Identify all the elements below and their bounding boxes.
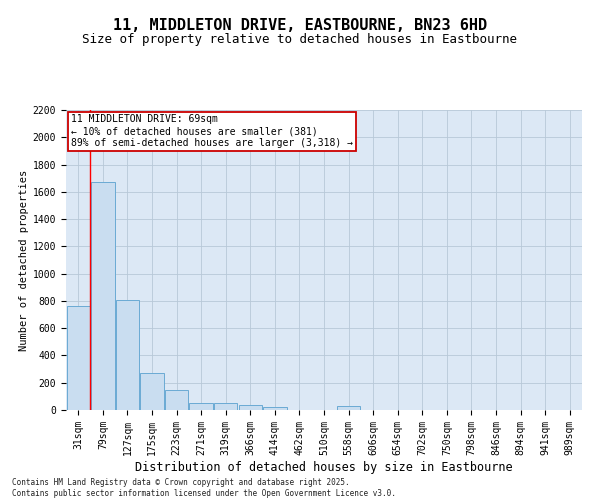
Y-axis label: Number of detached properties: Number of detached properties [19, 170, 29, 350]
Text: 11 MIDDLETON DRIVE: 69sqm
← 10% of detached houses are smaller (381)
89% of semi: 11 MIDDLETON DRIVE: 69sqm ← 10% of detac… [71, 114, 353, 148]
X-axis label: Distribution of detached houses by size in Eastbourne: Distribution of detached houses by size … [135, 460, 513, 473]
Bar [337, 406, 360, 410]
Text: Contains HM Land Registry data © Crown copyright and database right 2025.
Contai: Contains HM Land Registry data © Crown c… [12, 478, 396, 498]
Bar [165, 390, 188, 410]
Bar [140, 372, 164, 410]
Bar [91, 182, 115, 410]
Bar [263, 406, 287, 410]
Bar [214, 403, 238, 410]
Bar [190, 402, 213, 410]
Text: 11, MIDDLETON DRIVE, EASTBOURNE, BN23 6HD: 11, MIDDLETON DRIVE, EASTBOURNE, BN23 6H… [113, 18, 487, 32]
Bar [239, 404, 262, 410]
Bar [116, 300, 139, 410]
Bar [67, 306, 90, 410]
Text: Size of property relative to detached houses in Eastbourne: Size of property relative to detached ho… [83, 32, 517, 46]
